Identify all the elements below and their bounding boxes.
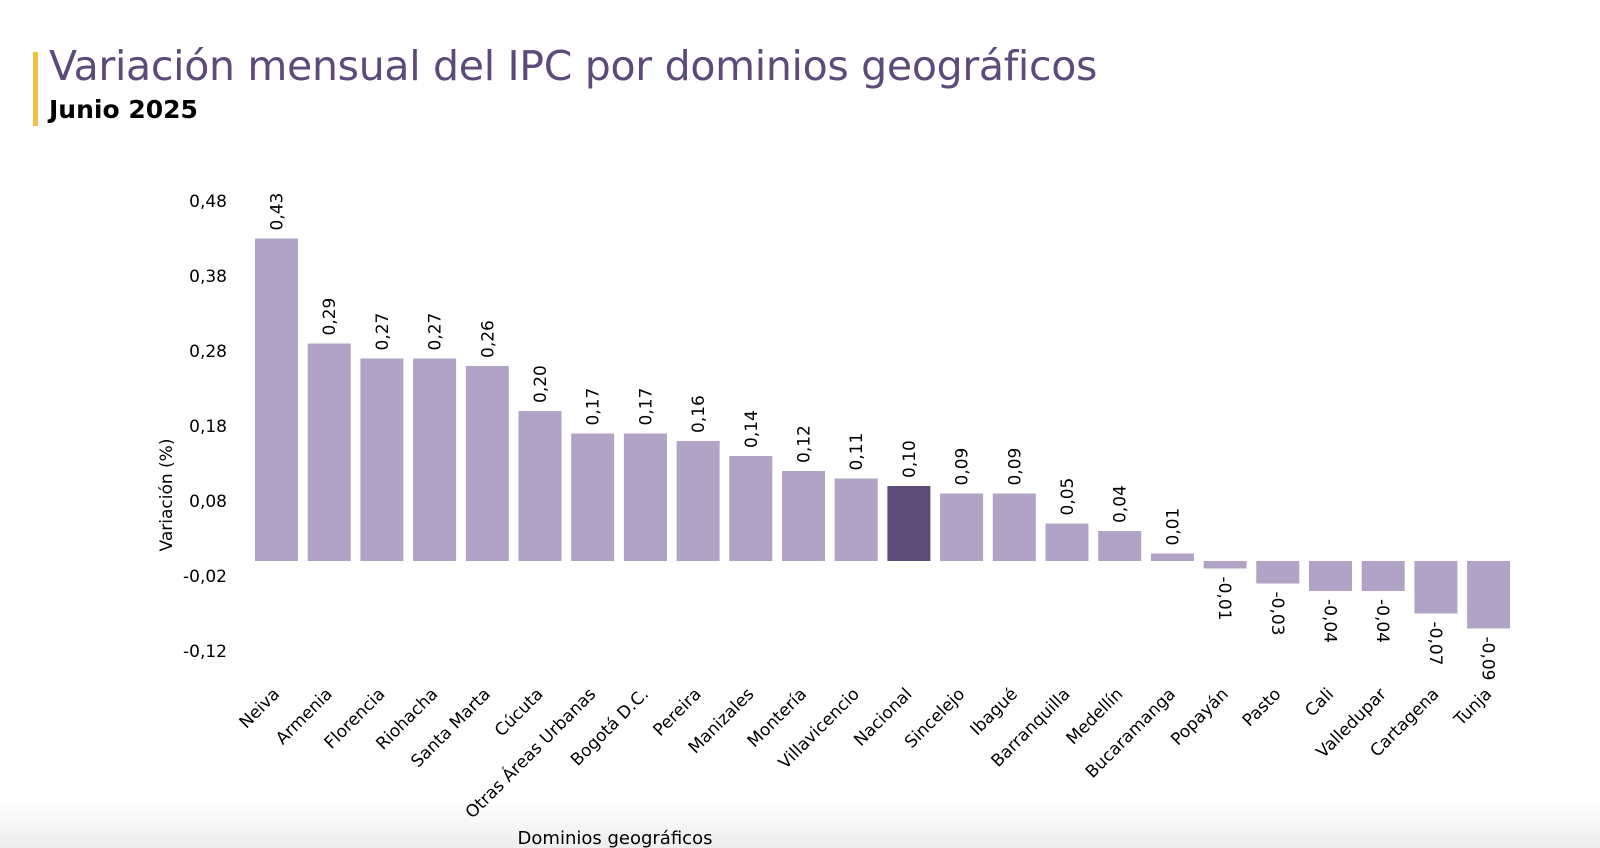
bar [307,343,351,561]
bar [834,478,878,561]
bar [887,486,931,561]
bar [518,411,562,561]
page-subtitle: Junio 2025 [49,95,198,124]
data-label: 0,16 [689,395,709,433]
category-label: Neiva [236,684,284,732]
bar [729,456,773,561]
data-label: 0,27 [373,313,393,351]
data-label: 0,09 [953,448,973,486]
data-label: 0,17 [584,388,604,426]
y-tick-label: 0,28 [189,342,227,362]
bar [1414,561,1458,614]
data-label: 0,04 [1111,485,1131,523]
category-label: Popayán [1167,684,1232,749]
data-label: 0,26 [478,320,498,358]
category-label: Cali [1301,684,1338,721]
bar [1150,553,1194,561]
title-accent-bar [33,52,38,126]
data-label: 0,17 [636,388,656,426]
bar [992,493,1036,561]
bar [360,358,404,561]
bar [676,441,720,561]
y-axis-label: Variación (%) [157,439,177,552]
bottom-band [0,800,1600,848]
category-label: Pasto [1239,684,1286,731]
data-label: -0,04 [1372,599,1392,643]
data-label: -0,01 [1214,577,1234,621]
bar [623,433,667,561]
y-tick-label: 0,38 [189,267,227,287]
bar [1467,561,1511,629]
y-tick-label: 0,48 [189,192,227,212]
y-tick-label: 0,08 [189,492,227,512]
data-label: 0,11 [847,433,867,471]
data-label: 0,12 [795,425,815,463]
category-label: Bucaramanga [1082,684,1180,782]
data-label: 0,05 [1058,478,1078,516]
bar [1309,561,1352,591]
data-label: 0,14 [742,410,762,448]
data-label: 0,29 [320,298,340,336]
bar [571,433,615,561]
y-tick-label: 0,18 [189,417,227,437]
page-title: Variación mensual del IPC por dominios g… [49,42,1098,90]
bar [782,471,825,561]
data-label: 0,43 [268,193,288,231]
bar [413,358,457,561]
bar [465,366,509,561]
bar [940,493,984,561]
y-tick-label: -0,12 [183,642,227,662]
data-label: -0,07 [1425,622,1445,666]
data-label: 0,09 [1005,448,1025,486]
y-tick-label: -0,02 [183,567,227,587]
bar [1361,561,1405,591]
data-label: -0,04 [1320,599,1340,643]
data-label: -0,09 [1478,637,1498,681]
bar [1098,531,1142,561]
data-label: 0,27 [426,313,446,351]
data-label: 0,01 [1163,508,1183,546]
data-label: 0,20 [531,365,551,403]
bar [1045,523,1089,561]
data-label: -0,03 [1267,592,1287,636]
data-label: 0,10 [900,440,920,478]
bar [1256,561,1300,584]
bar [1203,561,1247,569]
bar [255,238,298,561]
x-axis-label: Dominios geográficos [518,828,713,848]
category-label: Tunja [1450,684,1496,730]
